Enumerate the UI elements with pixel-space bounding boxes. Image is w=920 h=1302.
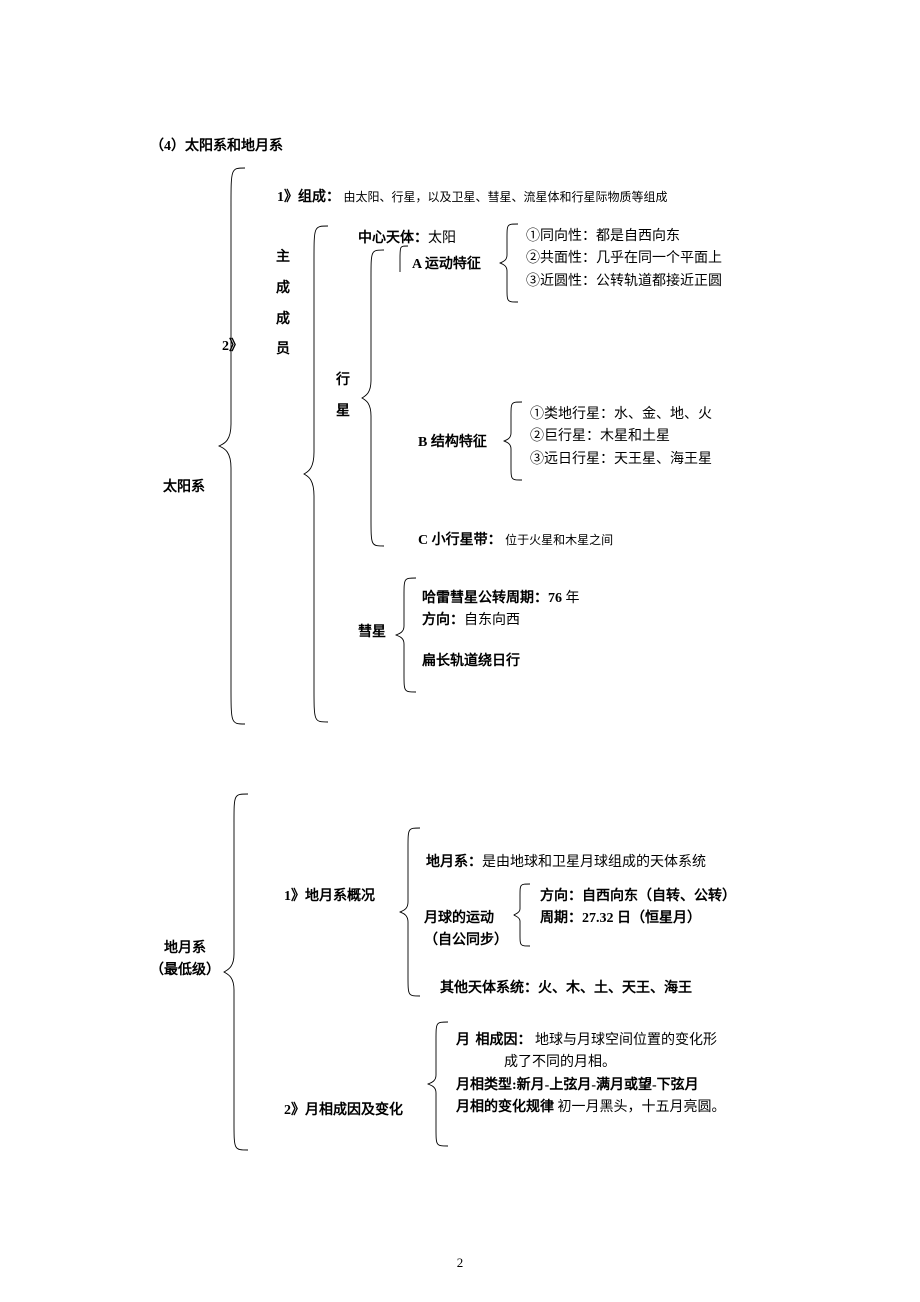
brace-A [498,222,520,304]
brace-icon [394,576,418,694]
brace-solar-main [217,166,247,726]
em-s2-label: 2》月相成因及变化 [284,1100,403,1122]
brace-members [302,224,330,724]
brace-moon-motion [512,882,532,948]
brace-planets [360,248,386,548]
planets-A-items: ①同向性：都是自西向东 ②共面性：几乎在同一个平面上 ③近圆性：公转轨道都接近正… [526,226,722,293]
brace-icon [512,882,532,948]
moon-motion-items: 方向：自西向东（自转、公转） 周期：27.32 日（恒星月） [540,886,736,931]
page: （4）太阳系和地月系 太阳系 1》组成： 由太阳、行星，以及卫星、彗星、流星体和… [0,0,920,1302]
planets-B-items: ①类地行星：水、金、地、火 ②巨行星：木星和土星 ③远日行星：天王星、海王星 [530,404,712,471]
solar-s1-label: 1》组成： [277,190,340,205]
brace-icon [222,792,250,1152]
planets-vertical: 行 星 [336,366,350,428]
brace-earthmoon-main [222,792,250,1152]
brace-icon [302,224,330,724]
members-vertical: 主 成 成 员 [276,243,290,366]
brace-icon [498,222,520,304]
comet-items: 哈雷彗星公转周期：76 年 方向：自东向西 扁长轨道绕日行 [422,588,580,673]
solar-label: 太阳系 [163,477,205,499]
brace-icon [360,248,386,548]
brace-icon [217,166,247,726]
brace-em-s1 [398,826,422,998]
solar-s1: 1》组成： 由太阳、行星，以及卫星、彗星、流星体和行星际物质等组成 [277,187,668,209]
solar-s1-desc: 由太阳、行星，以及卫星、彗星、流星体和行星际物质等组成 [344,190,668,204]
brace-em-s2 [426,1020,450,1148]
planets-A-label: A 运动特征 [412,254,481,276]
solar-s2-label: 2》 [222,336,243,358]
brace-icon [394,244,410,274]
moon-motion-label: 月球的运动 （自公同步） [424,908,508,953]
section-title: （4）太阳系和地月系 [150,136,283,158]
em-s1-label: 1》地月系概况 [284,886,375,908]
page-number: 2 [0,1253,920,1274]
brace-A-left [394,244,410,274]
comet-label: 彗星 [358,622,386,644]
planets-C: C 小行星带： 位于火星和木星之间 [418,530,613,552]
brace-icon [426,1020,450,1148]
other-systems: 其他天体系统：火、木、土、天王、海王 [440,978,692,1000]
em-s1-desc: 地月系：是由地球和卫星月球组成的天体系统 [426,852,706,874]
brace-icon [398,826,422,998]
earth-moon-label: 地月系 （最低级） [150,938,220,983]
brace-B [502,400,524,482]
brace-icon [502,400,524,482]
brace-comet [394,576,418,694]
planets-B-label: B 结构特征 [418,432,487,454]
em-s2-content: 月 相成因： 地球与月球空间位置的变化形 成了不同的月相。 月相类型:新月-上弦… [456,1030,776,1120]
